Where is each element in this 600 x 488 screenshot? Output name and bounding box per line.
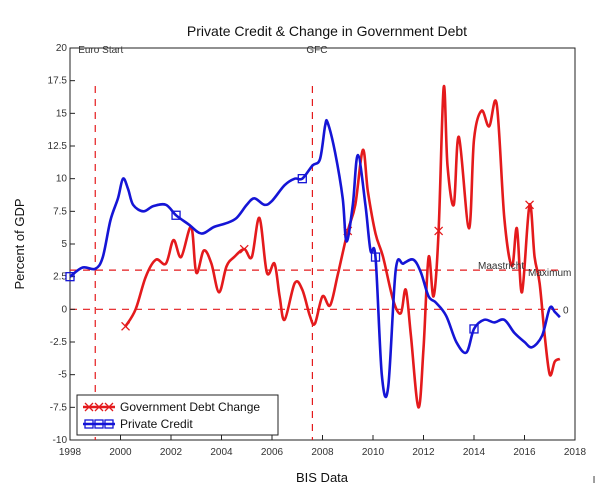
x-tick-label: 2010	[362, 447, 385, 458]
euro-start-label: Euro Start	[78, 45, 123, 56]
government-debt-change-marker	[239, 244, 249, 254]
x-tick-label: 2016	[513, 447, 536, 458]
y-tick-label: -2.5	[50, 337, 68, 348]
y-tick-label: 17.5	[48, 76, 68, 87]
y-axis: -10 -7.5 -5 -2.5 0 2.5 5 7.5 10 12.5 15 17.5 20	[48, 43, 75, 446]
y-tick-label: 10	[56, 174, 68, 185]
y-tick-label: -10	[53, 435, 68, 446]
gfc-label: GFC	[306, 45, 327, 56]
y-tick-label: 2.5	[53, 272, 67, 283]
zero-label: 0	[563, 305, 569, 316]
legend-government-debt-change-label: Government Debt Change	[120, 400, 260, 414]
private-credit-marker	[469, 324, 479, 334]
government-debt-change-line	[124, 84, 561, 409]
bottom-glyph: I	[593, 475, 596, 486]
x-tick-label: 2018	[564, 447, 587, 458]
legend: Government Debt Change Private Credit	[76, 394, 279, 436]
government-debt-change-marker	[434, 226, 444, 236]
x-axis: 1998 2000 2002 2004 2006 2008 2010 2012 2014 2016…	[59, 435, 587, 458]
legend-government-debt-change-marker	[94, 402, 104, 412]
x-tick-label: 1998	[59, 447, 82, 458]
y-tick-label: 5	[61, 239, 67, 250]
private-credit-marker	[65, 272, 75, 282]
private-credit-line	[69, 118, 561, 399]
y-tick-label: -5	[58, 370, 67, 381]
y-tick-label: 20	[56, 43, 68, 54]
x-axis-label: BIS Data	[296, 470, 349, 485]
private-credit-marker	[297, 174, 307, 184]
x-tick-label: 2012	[412, 447, 435, 458]
maastricht-label: Maastricht	[478, 261, 524, 272]
x-tick-label: 2008	[311, 447, 334, 458]
x-tick-label: 2004	[210, 447, 233, 458]
x-tick-label: 2002	[160, 447, 183, 458]
reference-lines	[70, 86, 563, 440]
y-tick-label: 12.5	[48, 141, 68, 152]
chart-title: Private Credit & Change in Government De…	[187, 23, 467, 39]
private-credit-marker	[370, 252, 381, 262]
y-tick-label: 15	[56, 108, 68, 119]
y-tick-label: 7.5	[53, 206, 67, 217]
x-tick-label: 2014	[463, 447, 486, 458]
private-credit-marker	[171, 210, 181, 220]
series-layer	[65, 84, 561, 409]
y-axis-label: Percent of GDP	[12, 198, 27, 289]
plot-frame	[69, 47, 576, 441]
government-debt-change-marker	[525, 200, 535, 210]
legend-private-credit-marker	[104, 419, 114, 429]
x-tick-label: 2000	[109, 447, 132, 458]
government-debt-change-marker	[121, 321, 131, 331]
y-tick-label: -7.5	[50, 402, 68, 413]
x-tick-label: 2006	[261, 447, 284, 458]
legend-private-credit-marker	[84, 419, 94, 429]
maximum-label: Maximum	[528, 268, 571, 279]
annotation-layer: Euro Start GFC Maastricht Maximum 0	[78, 45, 571, 316]
legend-private-credit-label: Private Credit	[120, 417, 193, 431]
legend-government-debt-change-marker	[84, 402, 94, 412]
y-tick-label: 0	[61, 304, 67, 315]
legend-private-credit-marker	[94, 419, 104, 429]
legend-government-debt-change-marker	[104, 402, 114, 412]
